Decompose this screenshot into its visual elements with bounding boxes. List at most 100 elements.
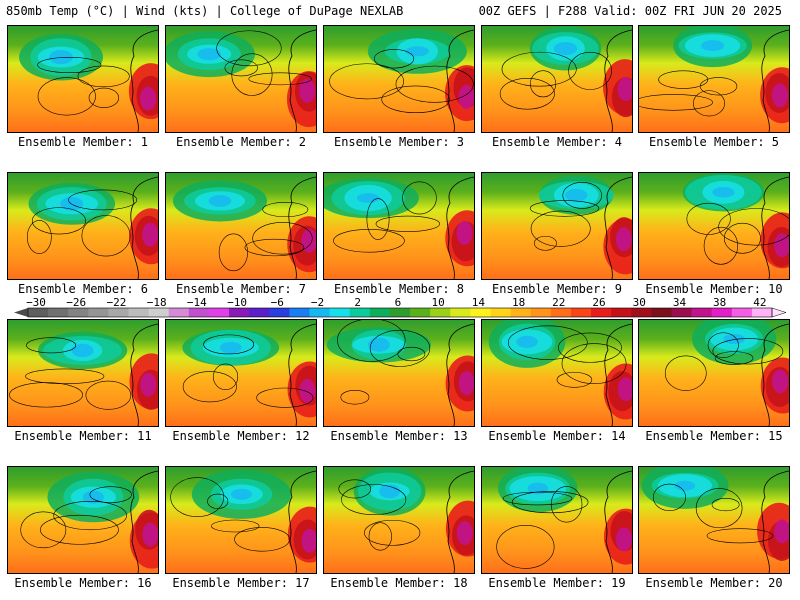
ensemble-map-panel: [481, 25, 633, 133]
colorbar-tick-label: −10: [227, 298, 247, 309]
colorbar-tick-label: −14: [187, 298, 207, 309]
colorbar-swatch: [229, 308, 250, 317]
colorbar-swatch: [309, 308, 331, 317]
colorbar-swatch: [369, 308, 391, 317]
ensemble-member-label: Ensemble Member: 3: [333, 135, 465, 149]
colorbar-tick-label: −6: [271, 298, 284, 309]
colorbar-swatch: [289, 308, 311, 317]
colorbar-tick-label: 18: [512, 298, 525, 309]
valid-time-label: 00Z GEFS | F288 Valid: 00Z FRI JUN 20 20…: [478, 4, 782, 18]
ensemble-map-panel: [7, 466, 159, 574]
colorbar-swatch: [249, 308, 270, 317]
colorbar-swatch: [530, 308, 552, 317]
colorbar-right-arrow: [771, 307, 786, 318]
colorbar-swatch: [510, 308, 532, 317]
colorbar-tick-label: −22: [106, 298, 126, 309]
colorbar-tick-label: 14: [472, 298, 486, 309]
ensemble-member-label: Ensemble Member: 8: [333, 282, 465, 296]
ensemble-map-panel: [481, 466, 633, 574]
colorbar-swatch: [651, 308, 672, 317]
colorbar-swatch: [148, 308, 170, 317]
ensemble-member-label: Ensemble Member: 2: [175, 135, 307, 149]
colorbar-swatch: [490, 308, 512, 317]
ensemble-member-label: Ensemble Member: 6: [17, 282, 149, 296]
colorbar-swatch: [269, 308, 290, 317]
ensemble-map-panel: [323, 172, 475, 280]
colorbar-swatch: [389, 308, 411, 317]
colorbar-swatch: [188, 308, 210, 317]
ensemble-member-label: Ensemble Member: 11: [14, 429, 152, 443]
ensemble-member-label: Ensemble Member: 20: [645, 576, 783, 590]
colorbar-swatch: [470, 308, 491, 317]
colorbar-swatch: [570, 308, 592, 317]
colorbar-swatch: [711, 308, 733, 317]
colorbar-swatch: [28, 308, 49, 317]
ensemble-member-label: Ensemble Member: 4: [491, 135, 623, 149]
colorbar-swatch: [68, 308, 89, 317]
colorbar-tick-label: 10: [432, 298, 445, 309]
ensemble-member-label: Ensemble Member: 5: [648, 135, 780, 149]
ensemble-map-panel: [481, 172, 633, 280]
colorbar-tick-label: 34: [673, 298, 687, 309]
colorbar-swatch: [450, 308, 471, 317]
ensemble-map-panel: [165, 466, 317, 574]
ensemble-map-panel: [7, 319, 159, 427]
ensemble-member-label: Ensemble Member: 16: [14, 576, 152, 590]
colorbar-swatch: [128, 308, 150, 317]
ensemble-map-panel: [7, 25, 159, 133]
colorbar-swatch: [591, 308, 612, 317]
colorbar-swatch: [731, 308, 753, 317]
colorbar-swatch: [410, 308, 431, 317]
colorbar-tick-label: 2: [354, 298, 361, 309]
colorbar-swatch: [88, 308, 109, 317]
chart-title: 850mb Temp (°C) | Wind (kts) | College o…: [6, 4, 404, 18]
ensemble-map-panel: [638, 319, 790, 427]
colorbar-swatch: [108, 308, 130, 317]
colorbar-swatch: [48, 308, 69, 317]
colorbar-swatch: [208, 308, 230, 317]
colorbar-swatch: [671, 308, 693, 317]
colorbar-swatch: [611, 308, 632, 317]
colorbar-swatch: [550, 308, 572, 317]
ensemble-member-label: Ensemble Member: 10: [645, 282, 783, 296]
colorbar-tick-label: 22: [552, 298, 565, 309]
ensemble-map-panel: [323, 319, 475, 427]
colorbar-swatch: [329, 308, 351, 317]
colorbar-tick-label: −2: [311, 298, 324, 309]
colorbar-swatch: [349, 308, 371, 317]
ensemble-map-panel: [323, 466, 475, 574]
colorbar-tick-label: 38: [713, 298, 726, 309]
ensemble-map-panel: [165, 25, 317, 133]
ensemble-member-label: Ensemble Member: 7: [175, 282, 307, 296]
ensemble-member-label: Ensemble Member: 9: [491, 282, 623, 296]
ensemble-map-panel: [165, 319, 317, 427]
temperature-colorbar: −30 −26 −22 −18 −14 −10 −6 −2 2 6 10 14 18 22 26 30 34 38…: [14, 298, 786, 318]
colorbar-swatch: [430, 308, 451, 317]
colorbar-tick-label: −26: [66, 298, 86, 309]
colorbar-swatch: [168, 308, 190, 317]
ensemble-member-label: Ensemble Member: 13: [330, 429, 468, 443]
ensemble-member-label: Ensemble Member: 17: [172, 576, 310, 590]
colorbar-left-arrow: [14, 308, 28, 317]
ensemble-member-label: Ensemble Member: 12: [172, 429, 310, 443]
ensemble-member-label: Ensemble Member: 19: [488, 576, 626, 590]
ensemble-member-label: Ensemble Member: 15: [645, 429, 783, 443]
ensemble-member-label: Ensemble Member: 1: [17, 135, 149, 149]
colorbar-tick-label: 30: [633, 298, 646, 309]
ensemble-map-panel: [638, 25, 790, 133]
ensemble-map-panel: [481, 319, 633, 427]
ensemble-map-panel: [7, 172, 159, 280]
ensemble-member-label: Ensemble Member: 18: [330, 576, 468, 590]
colorbar-swatch: [751, 308, 773, 317]
ensemble-member-label: Ensemble Member: 14: [488, 429, 626, 443]
colorbar-tick-label: −30: [26, 298, 46, 309]
colorbar-tick-label: 26: [592, 298, 605, 309]
ensemble-map-panel: [323, 25, 475, 133]
colorbar-swatch: [691, 308, 713, 317]
colorbar-tick-label: 42: [753, 298, 766, 309]
colorbar-swatch: [631, 308, 652, 317]
ensemble-map-panel: [638, 466, 790, 574]
colorbar-tick-label: −18: [147, 298, 167, 309]
ensemble-map-panel: [165, 172, 317, 280]
ensemble-map-panel: [638, 172, 790, 280]
